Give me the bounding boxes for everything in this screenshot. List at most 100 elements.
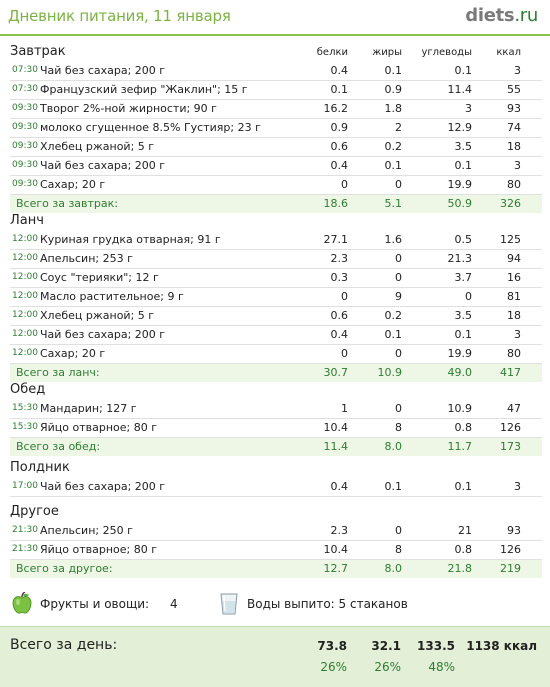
food-fat: 0 [395, 347, 402, 360]
food-row[interactable]: 12:00 Куриная грудка отварная; 91 г 27.1 1.… [10, 231, 542, 250]
food-kcal: 80 [507, 178, 521, 191]
food-row[interactable]: 07:30 Чай без сахара; 200 г 0.4 0.1 0.1 3 [10, 62, 542, 81]
food-fat: 1.6 [384, 233, 403, 246]
food-rows: 15:30 Мандарин; 127 г 1 0 10.9 47 15:30 Яйцо от… [10, 400, 542, 456]
green-apple-icon [12, 592, 32, 614]
food-fat: 1.8 [384, 102, 403, 115]
food-row[interactable]: 09:30 Хлебец ржаной; 5 г 0.6 0.2 3.5 18 [10, 138, 542, 157]
food-carbs: 12.9 [447, 121, 473, 134]
food-row[interactable]: 12:00 Хлебец ржаной; 5 г 0.6 0.2 3.5 18 [10, 307, 542, 326]
food-name: Хлебец ржаной; 5 г [40, 309, 155, 322]
food-protein: 1 [341, 402, 348, 415]
fruits-value: 4 [170, 597, 178, 611]
food-carbs: 3.5 [454, 140, 473, 153]
food-name: Чай без сахара; 200 г [40, 159, 166, 172]
meal-time: 09:30 [12, 103, 38, 113]
food-protein: 16.2 [323, 102, 349, 115]
food-kcal: 16 [507, 271, 521, 284]
food-name: Соус "терияки"; 12 г [40, 271, 159, 284]
food-row[interactable]: 12:00 Сахар; 20 г 0 0 19.9 80 [10, 345, 542, 364]
day-protein: 73.8 [317, 639, 347, 653]
food-protein: 0.6 [330, 309, 349, 322]
food-fat: 0 [395, 271, 402, 284]
food-row[interactable]: 07:30 Французский зефир "Жаклин"; 15 г 0.1… [10, 81, 542, 100]
total-kcal: 219 [500, 562, 521, 575]
section-total-row: Всего за обед: 11.4 8.0 11.7 173 [10, 438, 542, 456]
food-name: Апельсин; 250 г [40, 524, 133, 537]
food-row[interactable]: 09:30 Сахар; 20 г 0 0 19.9 80 [10, 176, 542, 195]
food-kcal: 80 [507, 347, 521, 360]
food-carbs: 0 [465, 290, 472, 303]
food-row[interactable]: 09:30 Творог 2%-ной жирности; 90 г 16.2 1.8… [10, 100, 542, 119]
food-row[interactable]: 12:00 Апельсин; 253 г 2.3 0 21.3 94 [10, 250, 542, 269]
total-carbs: 49.0 [447, 366, 473, 379]
food-name: Чай без сахара; 200 г [40, 328, 166, 341]
section-title: Обед [10, 382, 46, 397]
food-carbs: 11.4 [447, 83, 473, 96]
food-kcal: 125 [500, 233, 521, 246]
food-fat: 0.1 [384, 64, 403, 77]
day-fat-pct: 26% [374, 660, 401, 674]
food-row[interactable]: 09:30 молоко сгущенное 8.5% Густияр; 23 г… [10, 119, 542, 138]
food-protein: 0.9 [330, 121, 349, 134]
section-total-label: Всего за ланч: [16, 366, 100, 379]
total-fat: 10.9 [377, 366, 403, 379]
food-carbs: 0.8 [454, 421, 473, 434]
food-carbs: 19.9 [447, 347, 473, 360]
food-rows: 07:30 Чай без сахара; 200 г 0.4 0.1 0.1 3 07:3… [10, 62, 542, 213]
site-logo[interactable]: diets.ru [465, 5, 538, 26]
daily-extras: Фрукты и овощи: 4 Воды выпито: 5 стакано… [10, 592, 540, 618]
food-row[interactable]: 21:30 Апельсин; 250 г 2.3 0 21 93 [10, 522, 542, 541]
food-name: Сахар; 20 г [40, 347, 106, 360]
column-header-kcal: ккал [496, 47, 521, 58]
food-row[interactable]: 12:00 Масло растительное; 9 г 0 9 0 81 [10, 288, 542, 307]
food-row[interactable]: 15:30 Яйцо отварное; 80 г 10.4 8 0.8 126 [10, 419, 542, 438]
meal-time: 21:30 [12, 525, 38, 535]
meal-time: 15:30 [12, 422, 38, 432]
food-kcal: 93 [507, 524, 521, 537]
food-row[interactable]: 12:00 Соус "терияки"; 12 г 0.3 0 3.7 16 [10, 269, 542, 288]
day-total-panel: Всего за день: 73.8 32.1 133.5 1138 ккал… [0, 626, 550, 687]
food-row[interactable]: 12:00 Чай без сахара; 200 г 0.4 0.1 0.1 3 [10, 326, 542, 345]
food-protein: 0.4 [330, 159, 349, 172]
food-name: Сахар; 20 г [40, 178, 106, 191]
total-protein: 12.7 [323, 562, 349, 575]
food-protein: 10.4 [323, 543, 349, 556]
food-kcal: 55 [507, 83, 521, 96]
food-fat: 0 [395, 178, 402, 191]
food-kcal: 93 [507, 102, 521, 115]
section-total-label: Всего за завтрак: [16, 197, 119, 210]
food-carbs: 0.8 [454, 543, 473, 556]
food-name: Апельсин; 253 г [40, 252, 133, 265]
food-fat: 0.9 [384, 83, 403, 96]
food-row[interactable]: 15:30 Мандарин; 127 г 1 0 10.9 47 [10, 400, 542, 419]
food-name: Чай без сахара; 200 г [40, 64, 166, 77]
food-kcal: 18 [507, 309, 521, 322]
food-carbs: 21.3 [447, 252, 473, 265]
food-protein: 0.4 [330, 328, 349, 341]
food-protein: 0 [341, 347, 348, 360]
section-title: Другое [10, 504, 59, 519]
food-rows: 21:30 Апельсин; 250 г 2.3 0 21 93 21:30 Яйцо от… [10, 522, 542, 578]
food-protein: 2.3 [330, 252, 349, 265]
food-kcal: 3 [514, 64, 521, 77]
food-row[interactable]: 21:30 Яйцо отварное; 80 г 10.4 8 0.8 126 [10, 541, 542, 560]
food-kcal: 81 [507, 290, 521, 303]
meal-time: 17:00 [12, 481, 38, 491]
food-carbs: 10.9 [447, 402, 473, 415]
food-name: молоко сгущенное 8.5% Густияр; 23 г [40, 121, 261, 134]
total-kcal: 173 [500, 440, 521, 453]
food-kcal: 126 [500, 543, 521, 556]
food-row[interactable]: 09:30 Чай без сахара; 200 г 0.4 0.1 0.1 3 [10, 157, 542, 176]
total-protein: 30.7 [323, 366, 349, 379]
food-fat: 0 [395, 402, 402, 415]
section-title: Ланч [10, 213, 44, 228]
food-fat: 9 [395, 290, 402, 303]
food-protein: 0.3 [330, 271, 349, 284]
section-total-label: Всего за обед: [16, 440, 101, 453]
food-kcal: 47 [507, 402, 521, 415]
food-kcal: 3 [514, 159, 521, 172]
meal-time: 21:30 [12, 544, 38, 554]
meal-time: 09:30 [12, 179, 38, 189]
food-row[interactable]: 17:00 Чай без сахара; 200 г 0.4 0.1 0.1 3 [10, 478, 542, 497]
